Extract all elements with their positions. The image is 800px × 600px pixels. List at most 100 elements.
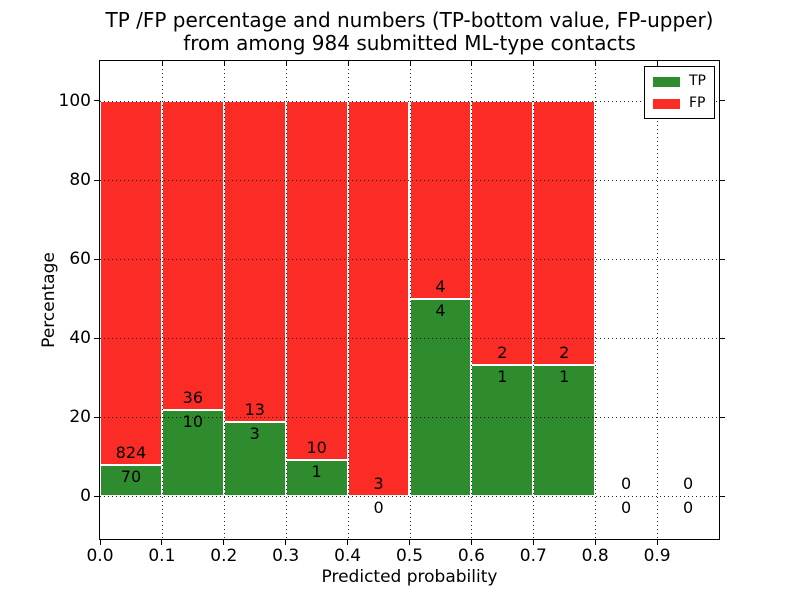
- fp-count-label: 2: [497, 342, 508, 362]
- top-tick: [347, 61, 349, 66]
- legend-label-fp: FP: [689, 95, 706, 111]
- y-tickmark-left: [94, 416, 99, 418]
- x-tick-label: 0.9: [643, 546, 671, 566]
- tp-count-label: 0: [682, 498, 694, 518]
- v-gridline: [285, 61, 287, 539]
- y-tickmark-right: [720, 258, 725, 260]
- tp-count-label: 10: [182, 412, 204, 432]
- x-tick-label: 0.0: [86, 546, 114, 566]
- x-tick-label: 0.2: [210, 546, 238, 566]
- bar-fp-segment: [471, 100, 534, 365]
- x-tick-label: 0.1: [148, 546, 176, 566]
- y-tick-label: 80: [69, 170, 91, 190]
- y-tickmark-right: [720, 179, 725, 181]
- fp-count-label: 0: [682, 474, 694, 494]
- legend-label-tp: TP: [689, 73, 706, 89]
- fp-count-label: 2: [559, 342, 570, 362]
- v-gridline: [533, 61, 535, 539]
- y-tickmark-left: [94, 495, 99, 497]
- tp-count-label: 1: [497, 366, 508, 386]
- y-tickmark-right: [720, 416, 725, 418]
- fp-count-label: 36: [182, 388, 204, 408]
- v-gridline: [471, 61, 473, 539]
- tp-count-label: 1: [559, 366, 570, 386]
- legend-entry-fp: FP: [653, 94, 706, 113]
- x-tickmark: [99, 540, 101, 545]
- top-tick: [657, 61, 659, 66]
- tp-count-label: 0: [373, 498, 384, 518]
- legend-swatch-tp-icon: [653, 76, 680, 87]
- bar-tp-segment: [533, 364, 596, 497]
- bar-fp-segment: [533, 100, 596, 365]
- x-tickmark: [532, 540, 534, 545]
- top-tick: [161, 61, 163, 66]
- fp-count-label: 13: [244, 400, 265, 420]
- fp-count-label: 10: [306, 438, 327, 458]
- top-tick: [471, 61, 473, 66]
- bar-fp-segment: [347, 100, 410, 497]
- v-gridline: [409, 61, 411, 539]
- y-tick-label: 0: [80, 486, 91, 507]
- x-tick-label: 0.4: [334, 546, 362, 566]
- x-tickmark: [285, 540, 287, 545]
- bar-fp-segment: [409, 100, 472, 299]
- x-tick-label: 0.7: [519, 546, 547, 566]
- y-tick-label: 40: [69, 328, 91, 349]
- x-tickmark: [347, 540, 349, 545]
- x-tick-label: 0.8: [581, 546, 609, 566]
- x-tickmark: [223, 540, 225, 545]
- top-tick: [285, 61, 287, 66]
- x-tick-label: 0.6: [457, 546, 485, 566]
- x-tick-label: 0.5: [395, 546, 424, 566]
- bar-tp-segment: [161, 410, 224, 497]
- x-tickmark: [470, 540, 472, 545]
- chart-title-line1: TP /FP percentage and numbers (TP-bottom…: [105, 8, 714, 32]
- y-tickmark-left: [94, 100, 99, 102]
- legend: TP FP: [644, 66, 715, 119]
- bar-tp-segment: [409, 298, 472, 497]
- fp-count-label: 3: [373, 474, 384, 494]
- bar-fp-segment: [285, 100, 348, 461]
- x-tickmark: [409, 540, 410, 545]
- tp-count-label: 1: [311, 462, 322, 482]
- fp-count-label: 824: [115, 443, 147, 463]
- legend-swatch-fp-icon: [653, 98, 680, 109]
- y-tickmark-right: [720, 100, 725, 102]
- tp-count-label: 3: [249, 424, 260, 444]
- v-gridline: [223, 61, 225, 539]
- fp-count-label: 4: [435, 276, 446, 296]
- y-tickmark-left: [94, 258, 99, 260]
- legend-entry-tp: TP: [653, 72, 706, 91]
- y-tick-label: 20: [69, 407, 91, 428]
- top-tick: [533, 61, 535, 66]
- y-tick-label: 100: [58, 90, 91, 111]
- y-tickmark-left: [94, 179, 99, 181]
- plot-area: TP FP 824 70 36 10 13 3 10 1 3 0 4 4 2 1 2 1 0 0 0 0: [99, 60, 720, 540]
- tp-count-label: 70: [120, 467, 142, 487]
- chart-title: TP /FP percentage and numbers (TP-bottom…: [99, 9, 720, 55]
- tp-count-label: 0: [621, 498, 632, 518]
- y-tickmark-left: [94, 337, 99, 339]
- bar-fp-segment: [223, 100, 286, 423]
- top-tick: [409, 61, 411, 66]
- chart-title-line2: from among 984 submitted ML-type contact…: [183, 31, 636, 55]
- x-tickmark: [161, 540, 163, 545]
- bar-tp-segment: [285, 460, 348, 497]
- x-tick-label: 0.3: [272, 546, 300, 566]
- bar-tp-segment: [100, 465, 162, 497]
- top-tick: [595, 61, 597, 66]
- v-gridline: [657, 61, 659, 539]
- tp-count-label: 4: [435, 300, 446, 320]
- x-tickmark: [594, 540, 596, 545]
- fp-count-label: 0: [621, 474, 632, 494]
- x-tickmark: [656, 540, 658, 545]
- x-axis-label: Predicted probability: [321, 567, 498, 587]
- y-tickmark-right: [720, 337, 725, 339]
- y-tickmark-right: [720, 495, 725, 497]
- bar-fp-segment: [161, 100, 224, 411]
- v-gridline: [347, 61, 349, 539]
- v-gridline: [161, 61, 163, 539]
- bar-fp-segment: [100, 100, 162, 466]
- v-gridline: [595, 61, 597, 539]
